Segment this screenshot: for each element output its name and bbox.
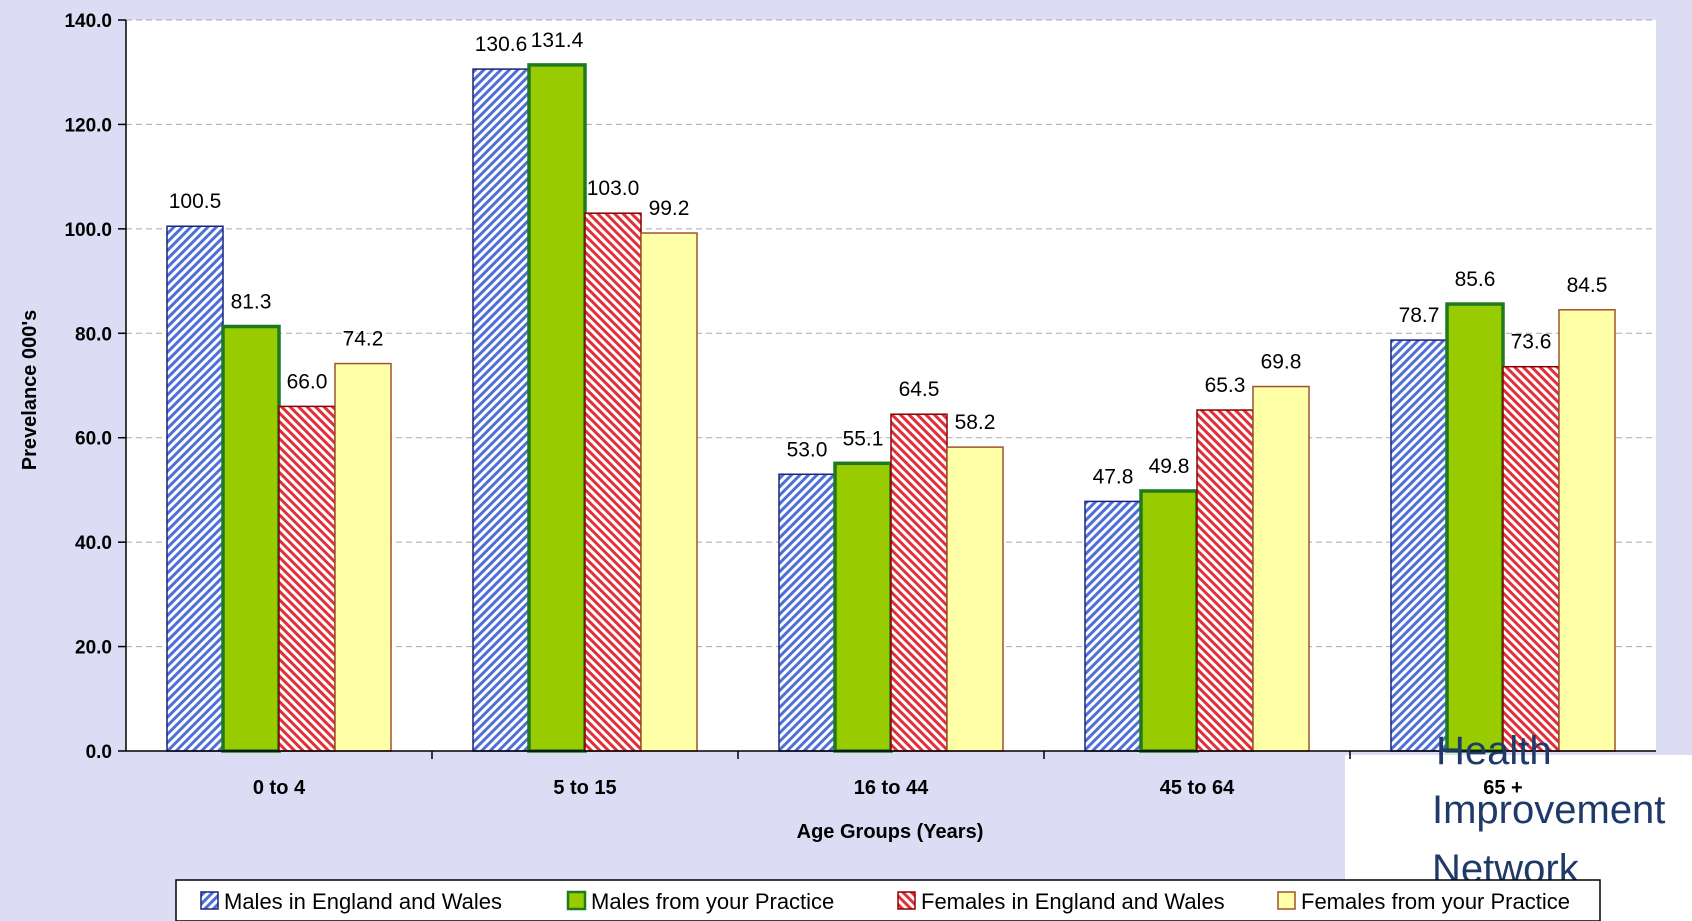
bar (890, 413, 948, 752)
x-axis-title: Age Groups (Years) (797, 821, 984, 843)
bar (527, 63, 587, 753)
bars (166, 63, 1616, 753)
y-tick-label: 40.0 (75, 533, 112, 554)
bar-value-label: 69.8 (1261, 351, 1302, 374)
legend-label: Females from your Practice (1301, 889, 1570, 914)
legend-swatch (897, 891, 916, 910)
bar (778, 473, 836, 752)
bar (1252, 385, 1310, 752)
bar-value-label: 53.0 (787, 438, 828, 461)
y-tick-label: 20.0 (75, 638, 112, 659)
legend-frame (175, 879, 1601, 921)
bar-value-label: 100.5 (169, 190, 222, 213)
bar (1558, 309, 1616, 752)
bar-value-label: 81.3 (231, 290, 272, 313)
bar-value-label: 49.8 (1149, 455, 1190, 478)
bar-value-label: 47.8 (1093, 465, 1134, 488)
legend-label: Females in England and Wales (921, 889, 1225, 914)
bar-value-label: 64.5 (899, 378, 940, 401)
bar (278, 405, 336, 752)
bar-value-label: 73.6 (1511, 331, 1552, 354)
y-tick-label: 80.0 (75, 324, 112, 345)
y-tick-label: 0.0 (86, 742, 112, 763)
legend-swatch (1277, 891, 1296, 910)
x-tick-labels: 0 to 4 5 to 15 16 to 44 45 to 64 65 + (253, 777, 1523, 799)
bar-value-label: 55.1 (843, 427, 884, 450)
bar-value-label: 99.2 (649, 197, 690, 220)
bar (1445, 302, 1505, 753)
axes (125, 20, 1656, 759)
bar (584, 212, 642, 752)
bar (221, 324, 281, 753)
bar-value-label: 85.6 (1455, 268, 1496, 291)
bar (1084, 500, 1142, 752)
x-tick-label: 5 to 15 (553, 777, 616, 799)
bar-value-label: 66.0 (287, 370, 328, 393)
x-tick-label: 65 + (1483, 777, 1522, 799)
y-tick-label: 60.0 (75, 429, 112, 450)
y-tick-label: 100.0 (64, 220, 112, 241)
bar-value-label: 58.2 (955, 411, 996, 434)
logo: Health Improvement Network (1432, 729, 1665, 891)
x-tick-label: 45 to 64 (1160, 777, 1235, 799)
bar (334, 362, 392, 752)
legend: Males in England and Wales Males from you… (175, 879, 1601, 921)
legend-swatch (200, 891, 219, 910)
bar (166, 225, 224, 752)
legend-swatch (566, 890, 587, 911)
logo-line-1: Health (1436, 729, 1552, 773)
y-tick-label: 140.0 (64, 11, 112, 32)
bar (946, 446, 1004, 752)
y-tick-label: 120.0 (64, 115, 112, 136)
logo-line-2: Improvement (1432, 788, 1665, 832)
bar-labels: 100.5 81.3 66.0 74.2 130.6 131.4 103.0 99.2 53.0… (169, 29, 1608, 489)
legend-label: Males in England and Wales (224, 889, 502, 914)
bar-value-label: 84.5 (1567, 274, 1608, 297)
bar (1502, 365, 1560, 752)
bar (1196, 409, 1254, 752)
bar (1139, 489, 1199, 753)
bar-value-label: 78.7 (1399, 304, 1440, 327)
x-tick-label: 16 to 44 (854, 777, 929, 799)
x-tick-label: 0 to 4 (253, 777, 306, 799)
bar-value-label: 74.2 (343, 328, 384, 351)
y-tick-labels: 0.0 20.0 40.0 60.0 80.0 100.0 120.0 140.0 (64, 11, 112, 763)
y-axis-title: Prevelance 000's (19, 310, 41, 470)
bar-value-label: 65.3 (1205, 374, 1246, 397)
legend-label: Males from your Practice (591, 889, 834, 914)
bar-value-label: 103.0 (587, 177, 640, 200)
bar-value-label: 130.6 (475, 33, 528, 56)
bar-value-label: 131.4 (531, 29, 584, 52)
bar (833, 461, 893, 753)
bar (472, 68, 530, 752)
bar (640, 232, 698, 752)
bar (1390, 339, 1448, 752)
